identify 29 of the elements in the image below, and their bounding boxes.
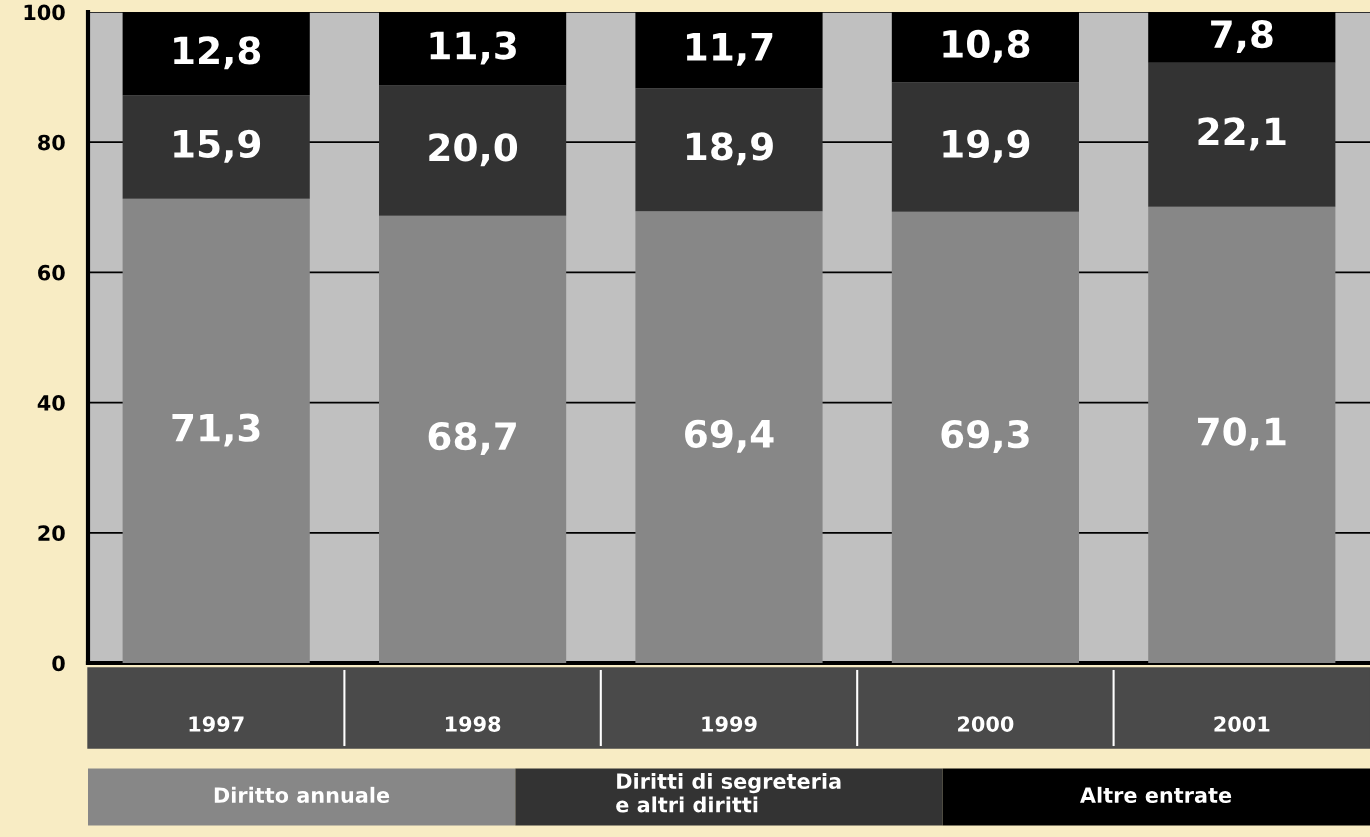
x-tick-label: 1997 xyxy=(189,716,244,732)
y-tick-label: 100 xyxy=(24,4,65,21)
data-label: 22,1 xyxy=(1198,117,1286,151)
x-tick-label: 2001 xyxy=(1214,716,1270,732)
y-tick-label: 60 xyxy=(38,264,65,281)
data-label: 68,7 xyxy=(428,421,516,456)
data-label: 20,0 xyxy=(429,133,518,167)
data-label: 19,9 xyxy=(943,129,1030,163)
data-label: 18,9 xyxy=(686,132,773,166)
y-tick-label: 80 xyxy=(38,134,65,151)
text: Altre entrate xyxy=(1080,786,1232,803)
x-tick-label: 1999 xyxy=(702,716,757,732)
data-label: 70,1 xyxy=(1198,417,1286,451)
text: Diritti di segreteria e altri diritti xyxy=(616,772,841,813)
text: Diritto annuale xyxy=(214,786,390,803)
data-label: 10,8 xyxy=(943,29,1030,63)
data-label: 69,3 xyxy=(941,419,1029,454)
data-label: 11,7 xyxy=(686,33,773,66)
y-tick-label: 40 xyxy=(37,395,65,411)
y-tick-label: 20 xyxy=(38,525,65,542)
data-label: 15,9 xyxy=(174,129,261,163)
x-tick-label: 2000 xyxy=(958,716,1014,732)
data-label: 71,3 xyxy=(172,413,260,447)
data-label: 69,4 xyxy=(685,419,774,453)
data-label: 7,8 xyxy=(1211,19,1273,54)
data-label: 11,3 xyxy=(430,31,516,65)
y-tick-label: 0 xyxy=(52,655,65,672)
data-label: 12,8 xyxy=(174,36,261,70)
x-tick-label: 1998 xyxy=(445,716,501,732)
